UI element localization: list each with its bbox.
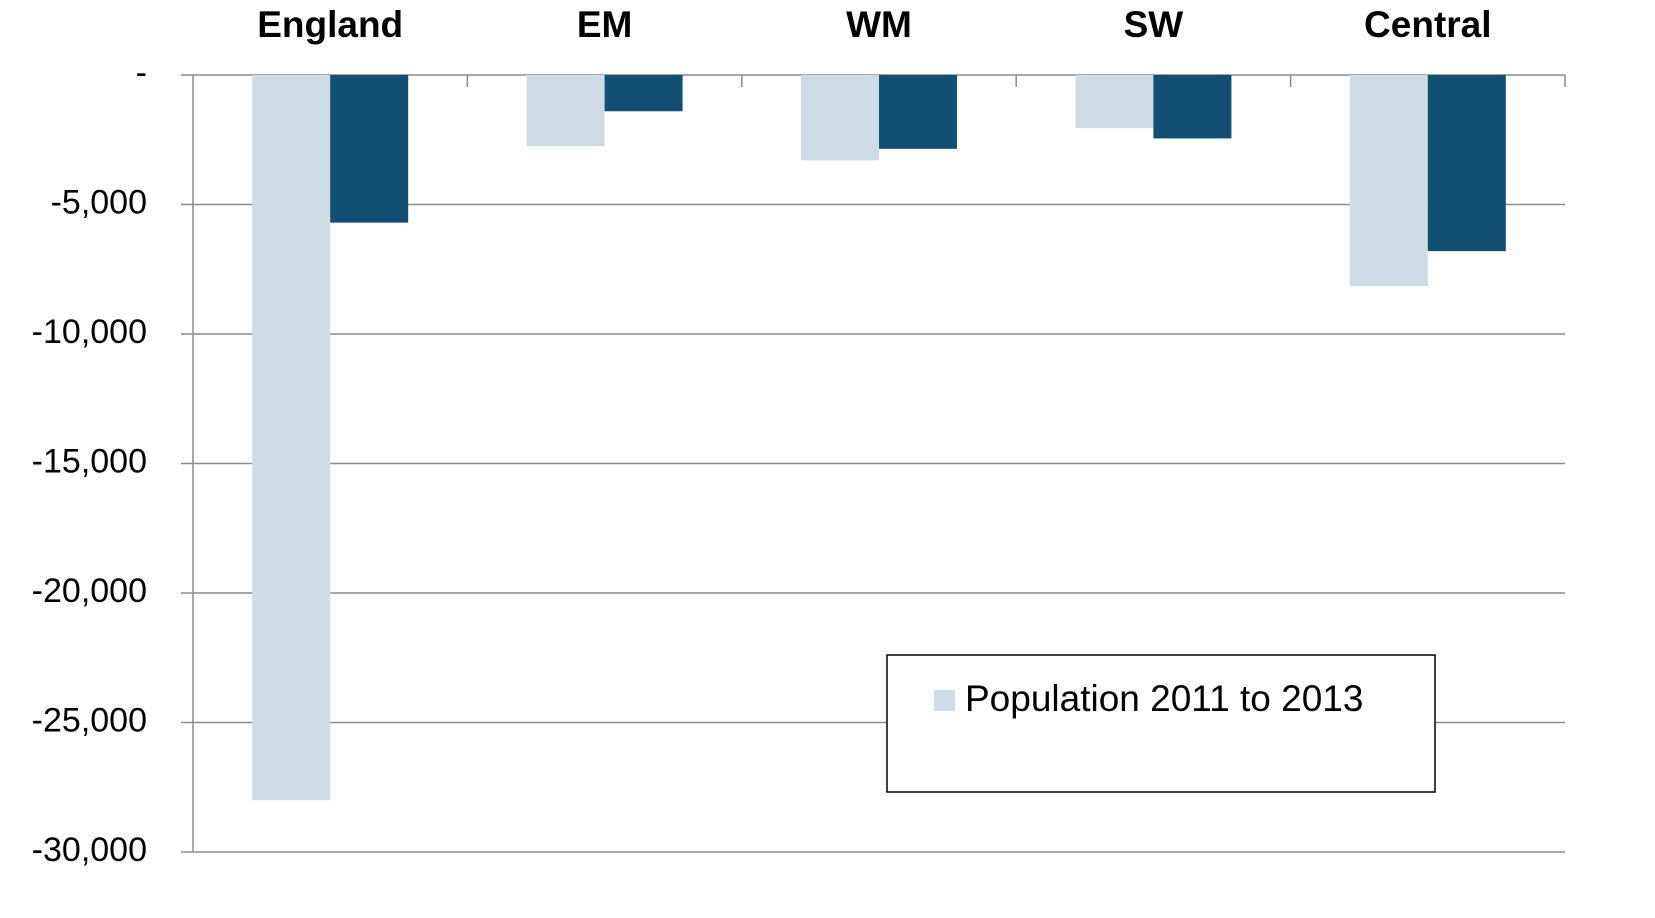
y-tick-label: -30,000 — [32, 831, 147, 869]
category-label: SW — [1124, 4, 1184, 45]
category-label: Central — [1364, 4, 1491, 45]
bar — [879, 75, 957, 149]
category-label: WM — [846, 4, 912, 45]
y-tick-label: -25,000 — [32, 701, 147, 739]
bar — [1349, 75, 1428, 287]
bar — [1153, 75, 1232, 139]
category-label: EM — [577, 4, 633, 45]
y-tick-label: -10,000 — [32, 313, 147, 351]
bar — [604, 75, 683, 112]
y-tick-label: -15,000 — [32, 442, 147, 480]
y-tick-label: -20,000 — [32, 572, 147, 610]
legend-label: Population 2011 to 2013 — [965, 678, 1363, 719]
bar — [330, 75, 409, 223]
bar — [1075, 75, 1154, 129]
y-tick-label: -5,000 — [51, 183, 147, 221]
bar — [526, 75, 605, 147]
y-tick-label: - — [136, 54, 147, 92]
bar — [801, 75, 879, 161]
legend-swatch — [934, 690, 955, 711]
legend-box — [886, 654, 1436, 793]
bar — [252, 75, 331, 801]
bar — [1427, 75, 1506, 252]
category-label: England — [257, 4, 403, 45]
